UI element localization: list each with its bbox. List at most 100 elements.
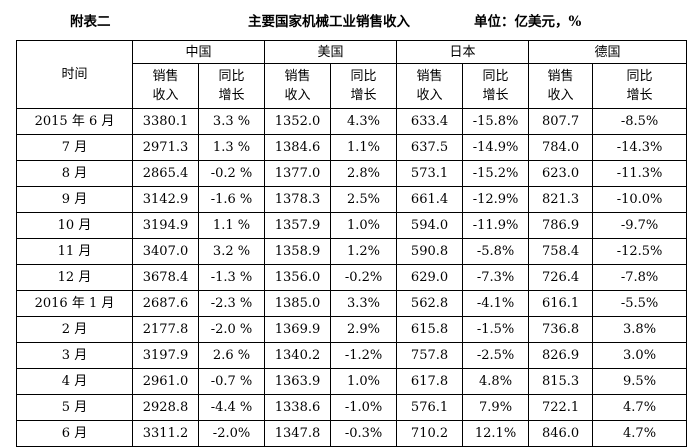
- sub-header-line2: 增长: [482, 88, 509, 103]
- sales-cell: 710.2: [396, 420, 464, 447]
- yoy-cell: -4.4 %: [197, 394, 266, 421]
- yoy-cell: -15.8%: [462, 108, 530, 135]
- yoy-cell: -0.3%: [330, 420, 398, 447]
- table-body: 2015 年 6 月 3380.1 3.3 % 1352.0 4.3% 633.4 -15.…: [16, 108, 688, 447]
- time-cell: 6 月: [16, 420, 133, 447]
- country-header: 美国: [264, 40, 398, 64]
- yoy-cell: 3.3%: [330, 290, 398, 317]
- yoy-cell: 1.0%: [330, 212, 398, 239]
- country-header: 日本: [396, 40, 530, 64]
- table-title: 主要国家机械工业销售收入: [248, 14, 410, 30]
- time-cell: 2 月: [16, 316, 133, 343]
- sales-cell: 722.1: [528, 394, 594, 421]
- yoy-cell: -5.8%: [462, 238, 530, 265]
- yoy-cell: -1.6 %: [197, 186, 266, 213]
- sales-cell: 3194.9: [132, 212, 199, 239]
- yoy-cell: -14.3%: [592, 134, 688, 161]
- yoy-cell: -2.0 %: [197, 316, 266, 343]
- sales-header: 销售 收入: [528, 63, 594, 109]
- yoy-cell: 2.5%: [330, 186, 398, 213]
- table-row: 5 月 2928.8 -4.4 % 1338.6 -1.0% 576.1 7.9% 722.1…: [16, 394, 688, 421]
- sales-cell: 1352.0: [264, 108, 332, 135]
- sub-header-line1: 同比: [218, 69, 245, 84]
- yoy-cell: 4.3%: [330, 108, 398, 135]
- table-row: 6 月 3311.2 -2.0% 1347.8 -0.3% 710.2 12.1% 846.0…: [16, 420, 688, 447]
- yoy-cell: -8.5%: [592, 108, 688, 135]
- sales-cell: 784.0: [528, 134, 594, 161]
- sales-cell: 2961.0: [132, 368, 199, 395]
- sales-cell: 573.1: [396, 160, 464, 187]
- sales-cell: 629.0: [396, 264, 464, 291]
- sales-cell: 1384.6: [264, 134, 332, 161]
- table-row: 10 月 3194.9 1.1 % 1357.9 1.0% 594.0 -11.9% 786.…: [16, 212, 688, 239]
- sales-cell: 623.0: [528, 160, 594, 187]
- yoy-cell: -5.5%: [592, 290, 688, 317]
- time-cell: 5 月: [16, 394, 133, 421]
- sales-cell: 590.8: [396, 238, 464, 265]
- yoy-header: 同比 增长: [330, 63, 398, 109]
- sales-cell: 3380.1: [132, 108, 199, 135]
- yoy-cell: -0.7 %: [197, 368, 266, 395]
- time-cell: 12 月: [16, 264, 133, 291]
- yoy-cell: 1.1 %: [197, 212, 266, 239]
- sub-header-line1: 销售: [547, 69, 574, 84]
- yoy-cell: -12.5%: [592, 238, 688, 265]
- yoy-cell: 2.6 %: [197, 342, 266, 369]
- sales-cell: 1338.6: [264, 394, 332, 421]
- yoy-header: 同比 增长: [592, 63, 688, 109]
- sales-cell: 633.4: [396, 108, 464, 135]
- yoy-cell: -4.1%: [462, 290, 530, 317]
- yoy-cell: 2.9%: [330, 316, 398, 343]
- sales-cell: 2687.6: [132, 290, 199, 317]
- time-cell: 3 月: [16, 342, 133, 369]
- sales-header: 销售 收入: [396, 63, 464, 109]
- time-cell: 2016 年 1 月: [16, 290, 133, 317]
- yoy-cell: -12.9%: [462, 186, 530, 213]
- sub-header-line1: 销售: [416, 69, 443, 84]
- sales-cell: 815.3: [528, 368, 594, 395]
- sales-cell: 1363.9: [264, 368, 332, 395]
- sub-header-line1: 同比: [482, 69, 509, 84]
- yoy-cell: 3.0%: [592, 342, 688, 369]
- sales-cell: 757.8: [396, 342, 464, 369]
- yoy-cell: -1.2%: [330, 342, 398, 369]
- yoy-cell: -11.3%: [592, 160, 688, 187]
- sales-cell: 1369.9: [264, 316, 332, 343]
- time-cell: 4 月: [16, 368, 133, 395]
- table-row: 8 月 2865.4 -0.2 % 1377.0 2.8% 573.1 -15.2% 623.…: [16, 160, 688, 187]
- country-header: 中国: [131, 40, 266, 64]
- sales-cell: 758.4: [528, 238, 594, 265]
- country-header: 德国: [528, 40, 688, 64]
- yoy-cell: 7.9%: [462, 394, 530, 421]
- sales-cell: 594.0: [396, 212, 464, 239]
- sales-cell: 1385.0: [264, 290, 332, 317]
- yoy-cell: -2.0%: [197, 420, 266, 447]
- sales-cell: 1357.9: [264, 212, 332, 239]
- sub-header-line2: 增长: [218, 88, 245, 103]
- yoy-cell: -7.3%: [462, 264, 530, 291]
- table-row: 7 月 2971.3 1.3 % 1384.6 1.1% 637.5 -14.9% 784.0…: [16, 134, 688, 161]
- yoy-cell: 2.8%: [330, 160, 398, 187]
- yoy-cell: 12.1%: [462, 420, 530, 447]
- time-cell: 10 月: [16, 212, 133, 239]
- sales-cell: 1358.9: [264, 238, 332, 265]
- sub-header-row: 销售 收入 同比 增长 销售 收入 同比 增长 销售 收入 同比 增长 销售 收入 同比 增长: [17, 63, 688, 109]
- sales-cell: 726.4: [528, 264, 594, 291]
- sales-cell: 736.8: [528, 316, 594, 343]
- sub-header-line2: 收入: [547, 88, 574, 103]
- table-row: 2016 年 1 月 2687.6 -2.3 % 1385.0 3.3% 562.8 -4.…: [16, 290, 688, 317]
- sales-cell: 3142.9: [132, 186, 199, 213]
- sales-cell: 3678.4: [132, 264, 199, 291]
- sub-header-line1: 销售: [284, 69, 311, 84]
- sales-table: 时间 中国 美国 日本 德国 销售 收入 同比 增长 销售 收入 同比 增长 销售 收入 同比 增长销…: [16, 40, 688, 447]
- yoy-cell: -9.7%: [592, 212, 688, 239]
- time-cell: 8 月: [16, 160, 133, 187]
- sales-cell: 3197.9: [132, 342, 199, 369]
- yoy-cell: -0.2%: [330, 264, 398, 291]
- yoy-cell: 4.7%: [592, 394, 688, 421]
- sales-cell: 2865.4: [132, 160, 199, 187]
- sales-cell: 616.1: [528, 290, 594, 317]
- yoy-cell: -15.2%: [462, 160, 530, 187]
- yoy-cell: 3.8%: [592, 316, 688, 343]
- yoy-cell: 4.7%: [592, 420, 688, 447]
